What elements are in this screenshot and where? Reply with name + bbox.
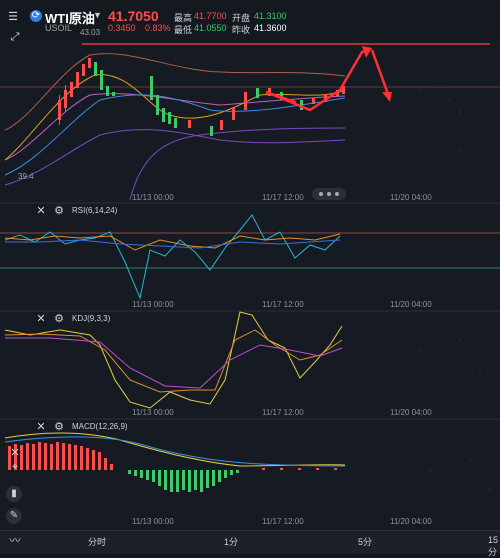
- time-label: 11/17 12:00: [262, 300, 304, 309]
- time-label: 11/17 12:00: [262, 408, 304, 417]
- last-price: 41.7050: [108, 8, 159, 24]
- crosshair-icon[interactable]: ⌖: [11, 461, 19, 473]
- arrow-down-annotation: [370, 49, 390, 95]
- time-label: 11/17 12:00: [262, 517, 304, 526]
- prev-close-label: 昨收: [232, 25, 251, 35]
- close-icon[interactable]: ✕: [36, 313, 46, 325]
- settings-icon[interactable]: ⚙: [54, 205, 64, 217]
- time-label: 11/20 04:00: [390, 300, 432, 309]
- high-value: 41.7700: [194, 11, 227, 21]
- draw-icon[interactable]: ✎: [6, 508, 22, 524]
- change-value: 0.3450: [108, 23, 136, 33]
- time-label: 11/17 12:00: [262, 193, 304, 202]
- tab-15min[interactable]: 15分: [488, 535, 499, 557]
- time-label: 11/20 04:00: [390, 517, 432, 526]
- tab-1min[interactable]: 1分: [224, 537, 239, 547]
- low-label: 最低: [174, 25, 193, 35]
- chart-type-icon[interactable]: ▮: [6, 486, 22, 502]
- time-label: 11/20 04:00: [390, 193, 432, 202]
- symbol-code: USOIL: [45, 23, 73, 33]
- prev-close-value: 41.3600: [254, 23, 287, 33]
- close-icon[interactable]: ✕: [36, 205, 46, 217]
- time-label: 11/20 04:00: [390, 408, 432, 417]
- close-icon[interactable]: ✕: [36, 421, 46, 433]
- kdj-label: KDJ(9,3,3): [72, 314, 111, 323]
- expand-icon[interactable]: ⤢: [10, 31, 20, 43]
- symbol-name[interactable]: WTI原油: [45, 11, 95, 26]
- timeframe-bar: [0, 530, 500, 553]
- indicator-icon[interactable]: 〰: [9, 535, 21, 547]
- symbol-switch-icon[interactable]: ⟳: [30, 10, 42, 22]
- time-label: 11/13 00:00: [132, 517, 174, 526]
- marker-low: 39.4: [18, 172, 34, 181]
- close-icon[interactable]: ✕: [10, 447, 20, 459]
- high-label: 最高: [174, 13, 193, 23]
- time-label: 11/13 00:00: [132, 193, 174, 202]
- tab-5min[interactable]: 5分: [358, 537, 373, 547]
- tab-timeshare[interactable]: 分时: [88, 537, 107, 547]
- back-icon[interactable]: ☰: [8, 11, 18, 23]
- rsi-label: RSI(6,14,24): [72, 206, 118, 215]
- open-value: 41.3100: [254, 11, 287, 21]
- settings-icon[interactable]: ⚙: [54, 313, 64, 325]
- low-value: 41.0550: [194, 23, 227, 33]
- open-label: 开盘: [232, 13, 251, 23]
- chevron-down-icon[interactable]: ▼: [93, 10, 102, 20]
- macd-label: MACD(12,26,9): [72, 422, 128, 431]
- change-percent: 0.83%: [145, 23, 171, 33]
- time-label: 11/13 00:00: [132, 300, 174, 309]
- marker-high: 43.03: [80, 28, 101, 37]
- settings-icon[interactable]: ⚙: [54, 421, 64, 433]
- time-label: 11/13 00:00: [132, 408, 174, 417]
